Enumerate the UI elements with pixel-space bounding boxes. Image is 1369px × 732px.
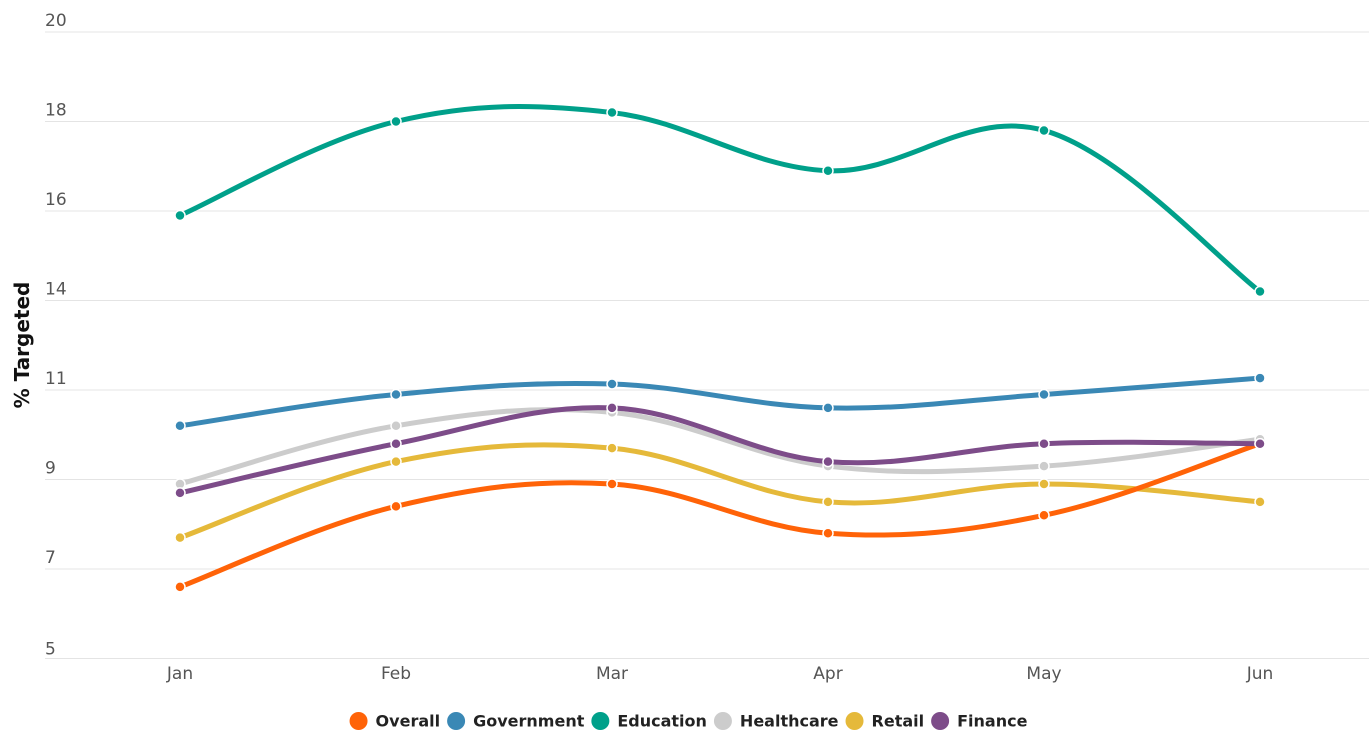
x-tick-label: Apr [813,664,842,684]
series-line-finance [177,405,1263,496]
y-tick-label: 5 [45,640,56,660]
x-tick-label: Jan [166,664,193,684]
data-point-finance[interactable] [1254,437,1266,450]
data-point-education[interactable] [606,106,618,119]
data-point-government[interactable] [390,388,402,401]
data-point-finance[interactable] [174,487,186,499]
data-point-healthcare[interactable] [390,420,402,432]
data-point-education[interactable] [1038,124,1050,137]
data-point-government[interactable] [606,378,618,390]
legend-swatch [591,712,610,730]
y-tick-label: 9 [45,459,56,479]
data-point-overall[interactable] [606,478,618,490]
data-point-retail[interactable] [822,496,834,508]
series-lines [177,104,1263,590]
y-tick-label: 7 [45,548,56,568]
data-point-retail[interactable] [1254,496,1266,508]
data-point-retail[interactable] [390,455,402,468]
data-point-finance[interactable] [390,437,402,450]
y-tick-label: 16 [45,190,67,210]
legend-swatch [447,712,466,730]
legend-swatch [349,712,368,730]
data-point-government[interactable] [174,420,186,432]
y-tick-label: 18 [45,101,67,121]
legend-label: Finance [957,712,1027,731]
legend-label: Education [617,712,707,731]
legend-label: Overall [376,712,441,731]
legend-swatch [845,712,864,730]
legend-label: Retail [872,712,925,731]
x-tick-label: May [1026,664,1061,684]
legend: Overall Government Education Healthcare Reta… [349,712,1028,731]
y-tick-label: 11 [45,369,67,389]
x-tick-label: Jun [1246,664,1274,684]
x-tick-label: Feb [381,664,411,684]
legend-item-overall[interactable]: Overall [349,712,441,731]
data-point-overall[interactable] [390,500,402,513]
data-point-healthcare[interactable] [1038,460,1050,472]
legend-label: Healthcare [740,712,839,731]
legend-label: Government [473,712,585,731]
data-point-government[interactable] [1254,372,1266,384]
data-point-finance[interactable] [1038,437,1050,450]
data-point-overall[interactable] [174,581,186,593]
y-tick-label: 20 [45,11,67,31]
data-point-retail[interactable] [606,442,618,454]
series-line-healthcare [177,407,1263,487]
data-point-finance[interactable] [822,455,834,468]
series-points [174,106,1266,593]
data-point-education[interactable] [174,209,186,222]
x-tick-label: Mar [596,664,628,684]
data-point-overall[interactable] [822,527,834,539]
series-line-retail [177,442,1263,541]
x-axis-ticks: Jan Feb Mar Apr May Jun [166,664,1273,684]
data-point-retail[interactable] [1038,478,1050,490]
data-point-government[interactable] [822,402,834,414]
data-point-education[interactable] [822,164,834,177]
series-line-education [177,104,1263,295]
legend-item-government[interactable]: Government [447,712,585,731]
y-tick-label: 14 [45,280,67,300]
legend-swatch [931,712,950,730]
legend-item-education[interactable]: Education [591,712,707,731]
data-point-retail[interactable] [174,531,186,544]
grid [45,31,1369,659]
data-point-education[interactable] [390,115,402,128]
data-point-finance[interactable] [606,402,618,414]
legend-item-retail[interactable]: Retail [845,712,925,731]
data-point-government[interactable] [1038,388,1050,401]
legend-swatch [713,712,732,730]
legend-item-healthcare[interactable]: Healthcare [713,712,839,731]
data-point-overall[interactable] [1038,509,1050,522]
series-line-government [177,375,1263,429]
series-line-overall [177,441,1263,590]
legend-item-finance[interactable]: Finance [931,712,1028,731]
y-axis-title: % Targeted [10,282,34,409]
y-axis-ticks: 5 7 9 11 14 16 18 20 [45,11,67,660]
data-point-education[interactable] [1254,285,1266,298]
